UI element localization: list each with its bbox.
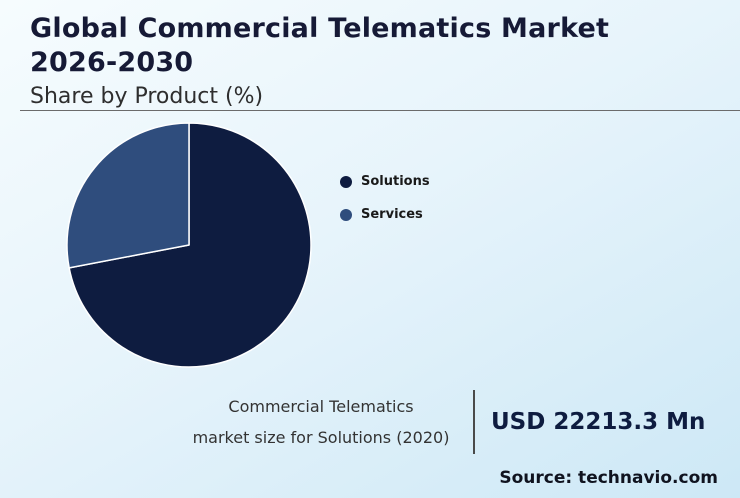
legend-item-solutions: Solutions (340, 174, 430, 189)
title-line-2: 2026-2030 (30, 47, 194, 78)
legend-item-services: Services (340, 207, 430, 222)
pie-slice-solutions (68, 122, 312, 368)
chart-legend: Solutions Services (340, 174, 430, 240)
page-title: Global Commercial Telematics Market 2026… (30, 12, 609, 80)
footnote-divider (473, 390, 475, 454)
header: Global Commercial Telematics Market 2026… (30, 12, 609, 109)
title-line-1: Global Commercial Telematics Market (30, 13, 610, 44)
footnote: Commercial Telematics market size for So… (185, 390, 705, 454)
legend-swatch-solutions (340, 175, 352, 188)
source-attribution: Source: technavio.com (499, 468, 718, 488)
legend-label-solutions: Solutions (361, 174, 430, 189)
page-subtitle: Share by Product (%) (30, 84, 264, 109)
market-size-value: USD 22213.3 Mn (491, 409, 706, 435)
legend-label-services: Services (361, 207, 423, 222)
legend-swatch-services (340, 208, 352, 221)
pie-slice-services (66, 122, 190, 269)
footnote-label-line-1: Commercial Telematics (228, 397, 414, 416)
header-divider (20, 110, 740, 111)
footnote-label-line-2: market size for Solutions (2020) (192, 428, 450, 447)
footnote-label: Commercial Telematics market size for So… (185, 391, 457, 453)
pie-chart-svg (66, 122, 312, 368)
pie-chart (62, 118, 316, 372)
